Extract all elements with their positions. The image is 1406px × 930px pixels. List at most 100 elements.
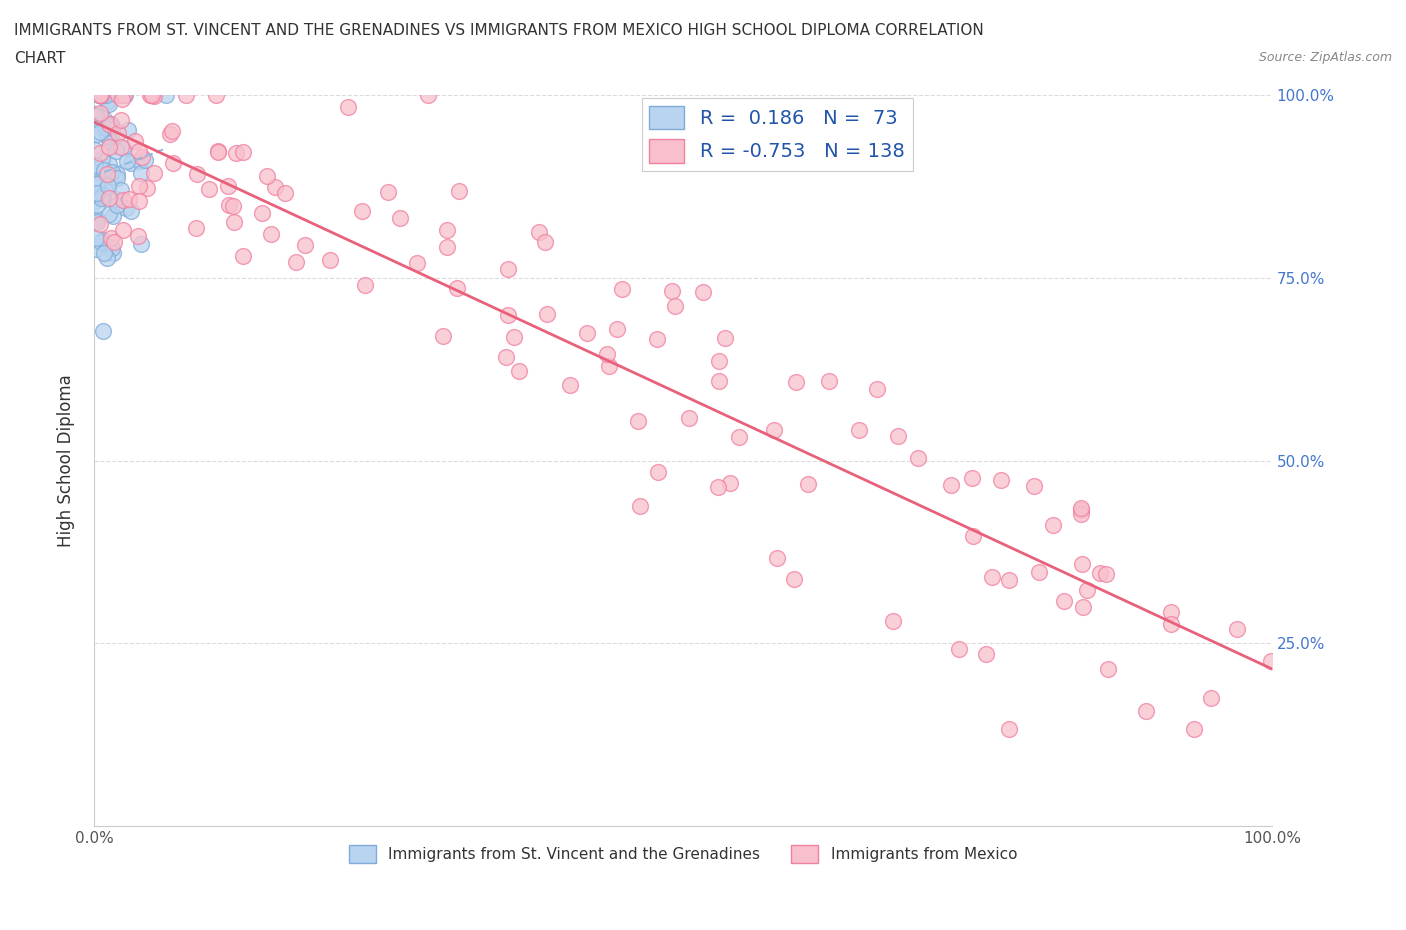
Point xyxy=(503,329,526,344)
Point xyxy=(118,192,141,206)
Point xyxy=(93,112,115,126)
Point xyxy=(86,197,108,212)
Point xyxy=(204,88,226,103)
Point xyxy=(107,126,129,140)
Point xyxy=(866,381,889,396)
Point xyxy=(1097,661,1119,676)
Point xyxy=(98,135,121,150)
Point xyxy=(432,328,454,343)
Point xyxy=(962,528,984,543)
Point xyxy=(496,261,519,276)
Point xyxy=(105,139,128,153)
Point xyxy=(232,145,254,160)
Point xyxy=(882,614,904,629)
Point xyxy=(796,476,818,491)
Point xyxy=(100,118,122,133)
Point xyxy=(645,331,668,346)
Point xyxy=(162,155,184,170)
Point xyxy=(87,118,110,133)
Point xyxy=(416,88,439,103)
Point xyxy=(661,284,683,299)
Point xyxy=(141,88,163,103)
Point xyxy=(319,253,342,268)
Point xyxy=(110,113,132,127)
Point xyxy=(610,281,633,296)
Point xyxy=(96,128,118,143)
Point xyxy=(111,91,134,106)
Point xyxy=(91,88,114,103)
Point xyxy=(86,177,108,192)
Point xyxy=(94,171,117,186)
Point xyxy=(110,140,132,154)
Point xyxy=(86,214,108,229)
Point xyxy=(198,181,221,196)
Point xyxy=(1199,690,1222,705)
Point xyxy=(91,324,114,339)
Point xyxy=(101,165,124,179)
Point xyxy=(98,116,121,131)
Point xyxy=(232,248,254,263)
Point xyxy=(86,126,108,141)
Point xyxy=(93,88,115,103)
Point xyxy=(124,134,146,149)
Point xyxy=(628,498,651,513)
Point xyxy=(976,646,998,661)
Point xyxy=(128,179,150,193)
Point xyxy=(763,423,786,438)
Point xyxy=(155,88,177,103)
Point xyxy=(941,478,963,493)
Point xyxy=(184,220,207,235)
Point xyxy=(103,209,125,224)
Point xyxy=(110,183,132,198)
Point xyxy=(84,241,107,256)
Point xyxy=(1088,565,1111,580)
Point xyxy=(112,88,135,103)
Point xyxy=(1076,583,1098,598)
Point xyxy=(160,123,183,138)
Point xyxy=(766,551,789,565)
Point xyxy=(134,153,156,167)
Point xyxy=(575,326,598,340)
Point xyxy=(1071,600,1094,615)
Point xyxy=(107,170,129,185)
Point xyxy=(89,88,111,103)
Point xyxy=(105,166,128,181)
Point xyxy=(406,256,429,271)
Point xyxy=(131,150,153,165)
Point xyxy=(263,179,285,194)
Point xyxy=(350,204,373,219)
Point xyxy=(508,363,530,378)
Point xyxy=(1070,500,1092,515)
Point xyxy=(89,125,111,140)
Point xyxy=(128,193,150,208)
Point xyxy=(142,88,165,103)
Point xyxy=(707,480,730,495)
Point xyxy=(1070,502,1092,517)
Point xyxy=(1260,654,1282,669)
Point xyxy=(90,234,112,249)
Point xyxy=(664,299,686,313)
Point xyxy=(93,183,115,198)
Point xyxy=(101,118,124,133)
Point xyxy=(174,88,197,103)
Point xyxy=(127,229,149,244)
Point xyxy=(447,183,470,198)
Point xyxy=(120,203,142,218)
Point xyxy=(89,88,111,103)
Point xyxy=(90,88,112,103)
Point xyxy=(496,307,519,322)
Point xyxy=(217,179,239,194)
Point xyxy=(141,88,163,103)
Text: CHART: CHART xyxy=(14,51,66,66)
Point xyxy=(998,722,1021,737)
Point xyxy=(887,429,910,444)
Text: IMMIGRANTS FROM ST. VINCENT AND THE GRENADINES VS IMMIGRANTS FROM MEXICO HIGH SC: IMMIGRANTS FROM ST. VINCENT AND THE GREN… xyxy=(14,23,984,38)
Point xyxy=(536,307,558,322)
Point xyxy=(111,193,134,207)
Point xyxy=(207,144,229,159)
Point xyxy=(1160,604,1182,619)
Point xyxy=(990,472,1012,487)
Legend: Immigrants from St. Vincent and the Grenadines, Immigrants from Mexico: Immigrants from St. Vincent and the Gren… xyxy=(343,839,1024,870)
Point xyxy=(285,255,308,270)
Point xyxy=(89,217,111,232)
